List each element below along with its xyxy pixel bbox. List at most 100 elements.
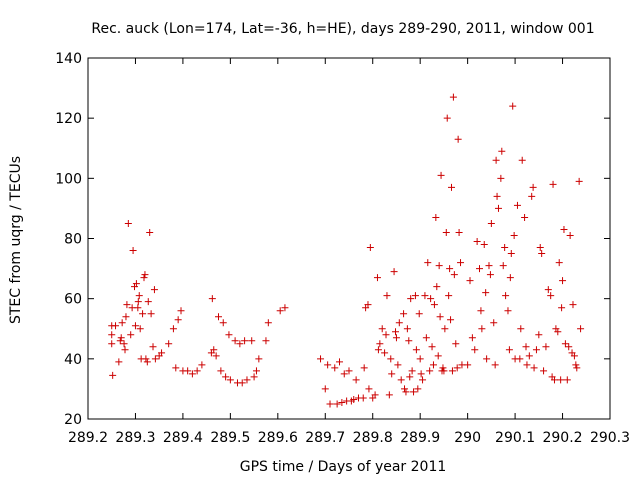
data-point-marker	[326, 400, 334, 408]
data-point-marker	[494, 204, 502, 212]
data-point-marker	[516, 355, 524, 363]
data-point-marker	[569, 301, 577, 309]
data-point-marker	[457, 259, 465, 267]
data-point-marker	[414, 385, 422, 393]
plot-axes	[87, 57, 611, 420]
data-point-marker	[448, 183, 456, 191]
data-point-marker	[188, 370, 196, 378]
data-point-marker	[382, 331, 390, 339]
data-point-marker	[552, 325, 560, 333]
data-point-marker	[317, 355, 325, 363]
data-point-marker	[324, 361, 332, 369]
data-point-marker	[507, 250, 515, 258]
data-point-marker	[554, 328, 562, 336]
data-point-marker	[123, 301, 131, 309]
data-point-marker	[140, 274, 148, 282]
data-point-marker	[542, 343, 550, 351]
data-point-marker	[225, 331, 233, 339]
x-tick-label: 289.9	[400, 430, 440, 446]
data-point-marker	[331, 364, 339, 372]
data-point-marker	[405, 337, 413, 345]
data-point-marker	[124, 219, 132, 227]
x-tick-label: 289.6	[258, 430, 298, 446]
data-point-marker	[410, 388, 418, 396]
data-point-marker	[490, 319, 498, 327]
data-point-marker	[373, 274, 381, 282]
data-point-marker	[392, 328, 400, 336]
data-point-marker	[454, 135, 462, 143]
data-point-marker	[550, 376, 558, 384]
data-point-marker	[416, 355, 424, 363]
data-point-marker	[483, 355, 491, 363]
data-point-marker	[440, 367, 448, 375]
data-point-marker	[127, 331, 135, 339]
data-point-marker	[222, 373, 230, 381]
data-point-marker	[573, 364, 581, 372]
data-point-marker	[144, 298, 152, 306]
data-point-marker	[392, 334, 400, 342]
y-tick-label: 80	[64, 232, 82, 248]
data-point-marker	[509, 102, 517, 110]
data-point-marker	[555, 259, 563, 267]
data-point-marker	[243, 376, 251, 384]
data-point-marker	[135, 292, 143, 300]
data-point-marker	[506, 274, 514, 282]
data-point-marker	[238, 379, 246, 387]
y-tick-label: 120	[55, 111, 82, 127]
data-point-marker	[482, 289, 490, 297]
data-point-marker	[112, 322, 120, 330]
chart-title: Rec. auck (Lon=174, Lat=-36, h=HE), days…	[91, 21, 594, 37]
data-point-marker	[219, 319, 227, 327]
data-point-marker	[518, 156, 526, 164]
data-point-marker	[217, 367, 225, 375]
data-point-marker	[139, 310, 147, 318]
data-point-marker	[281, 304, 289, 312]
data-point-marker	[340, 370, 348, 378]
data-point-marker	[215, 313, 222, 321]
data-point-marker	[360, 364, 368, 372]
x-tick-label: 289.3	[115, 430, 155, 446]
data-point-marker	[502, 292, 510, 300]
data-point-marker	[476, 265, 483, 273]
x-tick-label: 289.4	[163, 430, 203, 446]
y-axis-ticks: 20 40 60 80 100 120 140	[55, 51, 610, 428]
data-point-marker	[129, 247, 137, 255]
data-point-marker	[455, 228, 463, 236]
data-point-marker	[150, 286, 158, 294]
data-point-marker	[452, 340, 460, 348]
data-point-marker	[403, 325, 411, 333]
data-point-marker	[108, 340, 116, 348]
data-point-marker	[241, 337, 249, 345]
data-point-marker	[390, 268, 398, 276]
data-point-marker	[412, 346, 420, 354]
data-point-marker	[376, 340, 384, 348]
data-point-marker	[131, 322, 139, 330]
data-point-marker	[510, 231, 518, 239]
data-point-marker	[487, 219, 495, 227]
data-point-marker	[560, 225, 568, 233]
y-tick-label: 100	[55, 171, 82, 187]
data-point-marker	[536, 244, 544, 252]
data-point-marker	[411, 292, 419, 300]
data-point-marker	[563, 376, 571, 384]
data-point-marker	[118, 319, 126, 327]
data-point-marker	[535, 331, 543, 339]
data-point-marker	[407, 295, 415, 303]
data-point-marker	[473, 238, 481, 246]
data-point-marker	[430, 301, 438, 309]
data-point-marker	[115, 358, 123, 366]
data-point-marker	[433, 283, 441, 291]
data-point-marker	[212, 352, 220, 360]
data-point-marker	[208, 295, 216, 303]
data-point-marker	[446, 265, 454, 273]
data-point-marker	[378, 325, 386, 333]
data-point-marker	[364, 301, 372, 309]
data-point-marker	[521, 213, 529, 221]
data-point-marker	[120, 340, 128, 348]
data-point-marker	[450, 271, 458, 279]
data-point-marker	[108, 331, 116, 339]
data-point-marker	[121, 346, 129, 354]
data-point-marker	[453, 364, 461, 372]
data-point-marker	[383, 292, 391, 300]
data-point-marker	[158, 349, 166, 357]
